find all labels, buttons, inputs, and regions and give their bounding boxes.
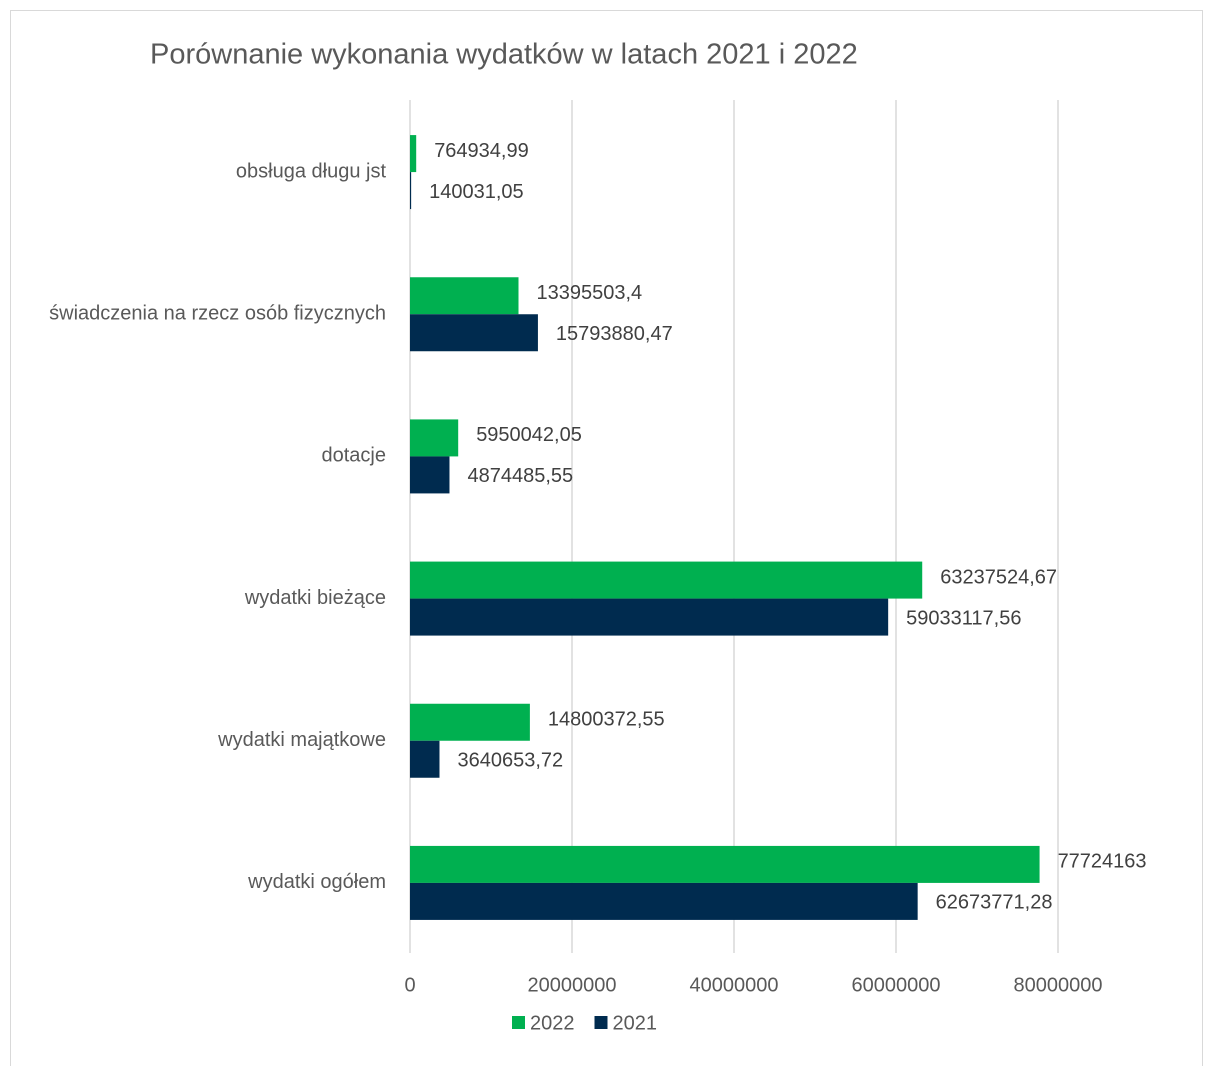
- data-label: 14800372,55: [548, 709, 665, 731]
- legend-swatch: [512, 1016, 525, 1029]
- bar: [410, 172, 412, 210]
- y-tick-label: wydatki majątkowe: [217, 729, 386, 751]
- bar: [410, 703, 530, 741]
- bar: [410, 277, 519, 315]
- bar: [410, 314, 538, 352]
- data-label: 764934,99: [434, 140, 529, 162]
- x-tick-label: 20000000: [528, 974, 617, 996]
- bar: [410, 419, 459, 457]
- bar: [410, 456, 450, 494]
- data-label: 140031,05: [429, 181, 524, 203]
- y-tick-label: obsługa długu jst: [236, 160, 387, 182]
- data-label: 3640653,72: [457, 750, 563, 772]
- data-label: 15793880,47: [556, 323, 673, 345]
- legend-swatch: [594, 1016, 608, 1029]
- data-label: 13395503,4: [537, 282, 643, 304]
- data-label: 77724163: [1058, 851, 1147, 873]
- x-tick-label: 80000000: [1014, 974, 1103, 996]
- y-tick-label: wydatki bieżące: [244, 587, 386, 609]
- data-label: 59033117,56: [906, 607, 1021, 629]
- y-tick-label: wydatki ogółem: [247, 871, 386, 893]
- data-label: 62673771,28: [936, 892, 1053, 914]
- x-tick-label: 0: [404, 974, 415, 996]
- bar: [410, 845, 1040, 883]
- bar: [410, 561, 923, 599]
- legend-label: 2022: [530, 1012, 575, 1034]
- y-tick-label: świadczenia na rzecz osób fizycznych: [49, 303, 386, 325]
- bar: [410, 598, 889, 636]
- bar: [410, 135, 417, 173]
- legend-label: 2021: [613, 1012, 658, 1034]
- data-label: 5950042,05: [476, 424, 582, 446]
- y-tick-label: dotacje: [322, 445, 387, 467]
- chart-title: Porównanie wykonania wydatków w latach 2…: [150, 39, 858, 71]
- x-tick-label: 40000000: [690, 974, 779, 996]
- x-tick-label: 60000000: [852, 974, 941, 996]
- data-label: 4874485,55: [467, 465, 573, 487]
- bar: [410, 882, 918, 920]
- bar: [410, 740, 440, 778]
- data-label: 63237524,67: [940, 566, 1057, 588]
